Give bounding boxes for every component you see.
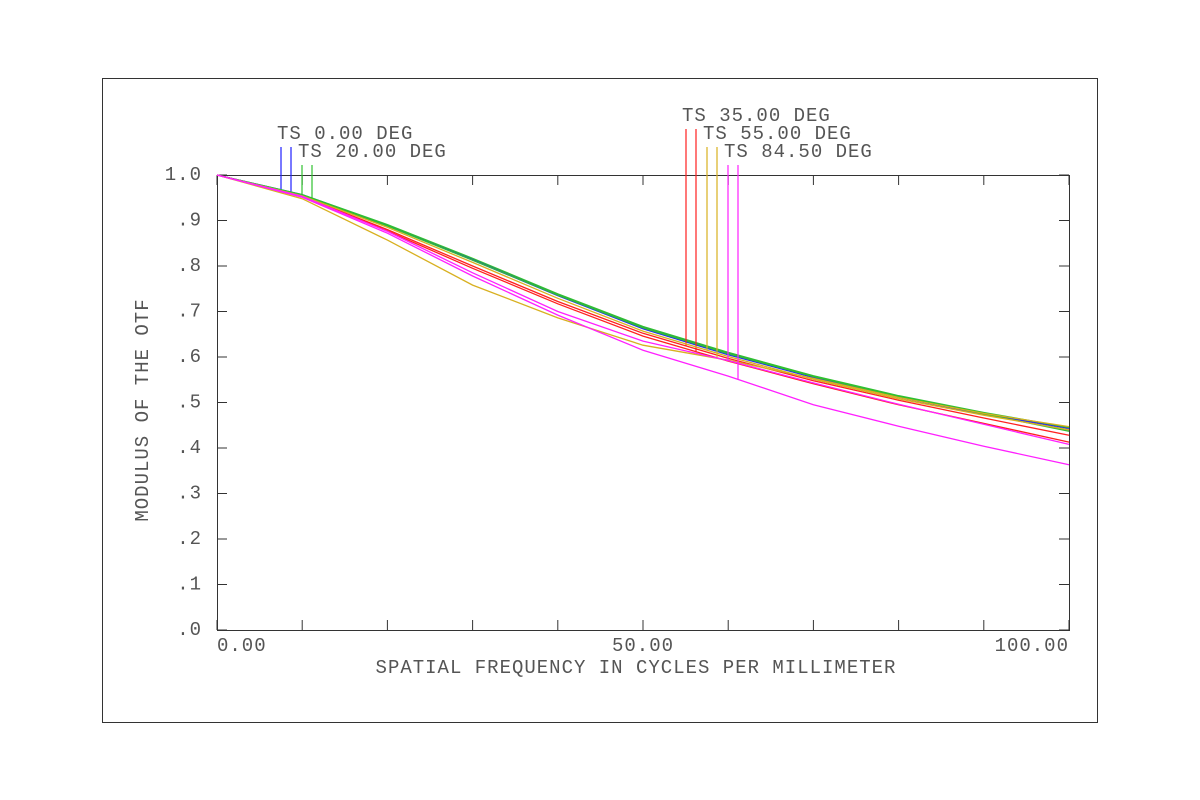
plot-border [217, 175, 1070, 631]
x-axis-label: SPATIAL FREQUENCY IN CYCLES PER MILLIMET… [376, 657, 897, 679]
y-tick-label: .0 [177, 619, 202, 641]
mtf-curve [216, 174, 1070, 428]
y-tick-label: .1 [177, 574, 202, 596]
x-tick-label: 50.00 [612, 635, 674, 657]
frame [102, 78, 1098, 723]
y-tick-label: 1.0 [165, 164, 202, 186]
mtf-curve [216, 174, 1070, 446]
mtf-curve [216, 174, 1070, 436]
y-tick-label: .8 [177, 255, 202, 277]
legend-label: TS 35.00 DEG [682, 105, 831, 127]
legend-label: TS 0.00 DEG [277, 123, 413, 145]
y-tick-label: .4 [177, 437, 202, 459]
y-axis-label: MODULUS OF THE OTF [132, 298, 154, 521]
x-tick-label: 0.00 [217, 635, 267, 657]
y-tick-label: .7 [177, 301, 202, 323]
legend-label: TS 84.50 DEG [724, 141, 873, 163]
legend-label: TS 20.00 DEG [298, 141, 447, 163]
y-tick-label: .5 [177, 392, 202, 414]
y-tick-label: .6 [177, 346, 202, 368]
legend-label: TS 55.00 DEG [703, 123, 852, 145]
y-tick-label: .9 [177, 210, 202, 232]
y-tick-label: .3 [177, 483, 202, 505]
mtf-curve [216, 174, 1070, 466]
y-tick-label: .2 [177, 528, 202, 550]
x-tick-label: 100.00 [995, 635, 1069, 657]
mtf-curve [216, 174, 1070, 429]
mtf-curve [216, 174, 1070, 431]
